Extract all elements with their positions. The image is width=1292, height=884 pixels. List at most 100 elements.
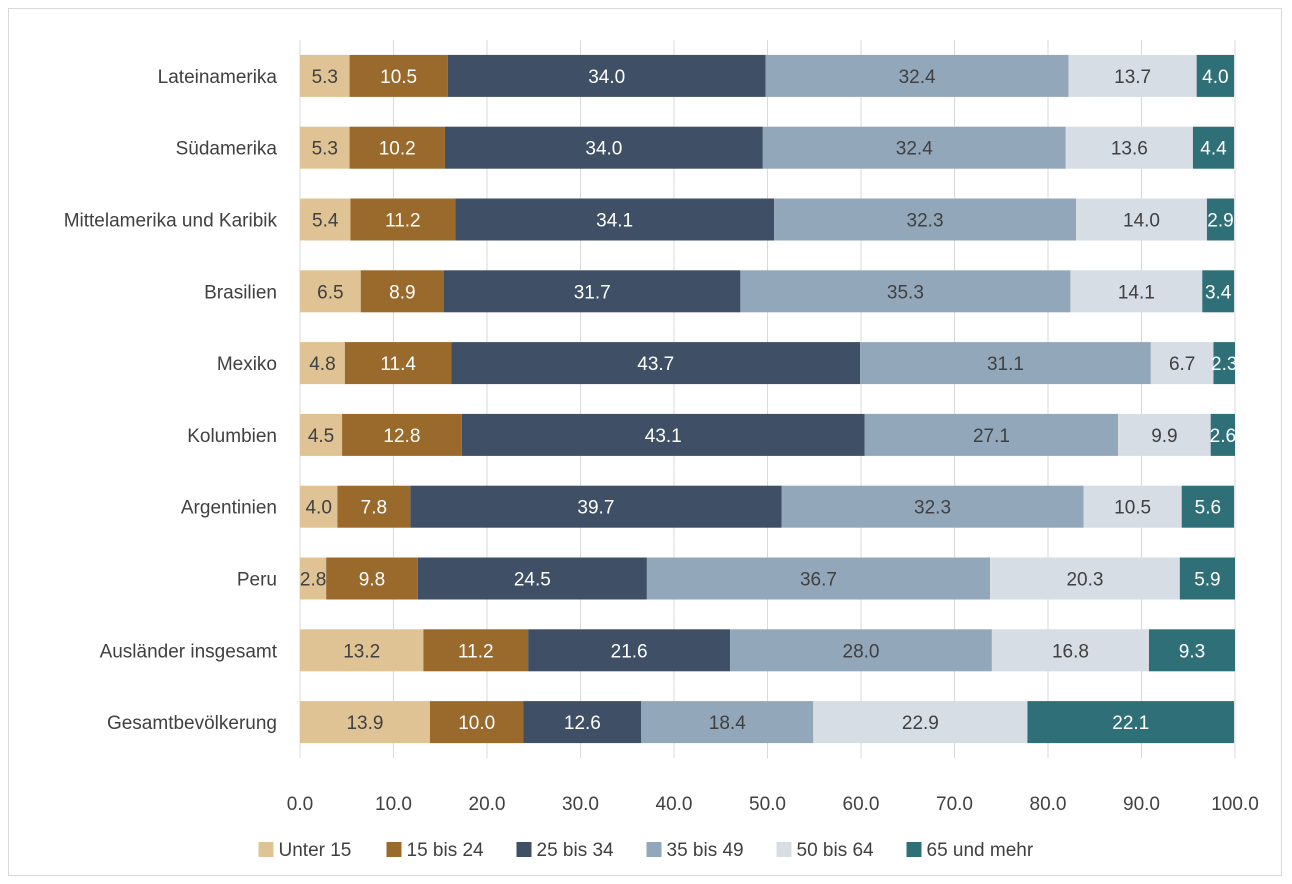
data-label: 5.3	[312, 67, 338, 88]
category-label: Gesamtbevölkerung	[107, 713, 277, 734]
data-label: 5.6	[1195, 498, 1221, 519]
category-label: Brasilien	[204, 282, 277, 303]
data-label: 16.8	[1052, 641, 1089, 662]
bar-segment	[1076, 198, 1207, 241]
data-label: 6.5	[317, 282, 343, 303]
bar-segment	[349, 126, 445, 169]
data-label: 28.0	[843, 641, 880, 662]
bar-segment	[410, 485, 782, 528]
legend: Unter 15 15 bis 24 25 bis 34 35 bis 49 50 bi…	[258, 840, 1034, 861]
data-label: 9.9	[1151, 426, 1177, 447]
data-label: 2.8	[300, 570, 326, 591]
data-label: 20.3	[1066, 570, 1103, 591]
data-label: 31.7	[574, 282, 611, 303]
bar-segment	[1068, 54, 1197, 97]
category-labels: Lateinamerika Südamerika Mittelamerika und…	[64, 67, 278, 734]
data-label: 4.0	[1202, 67, 1228, 88]
bar-segment	[1148, 629, 1235, 672]
data-label: 14.1	[1118, 282, 1155, 303]
bar-segment	[1213, 342, 1235, 385]
bar-segment	[337, 485, 411, 528]
bar-segment	[326, 557, 418, 600]
bar-segment	[300, 270, 361, 313]
data-label: 18.4	[709, 713, 746, 734]
x-tick-label: 50.0	[749, 794, 786, 815]
bar-segment	[451, 342, 861, 385]
bar-segment	[1118, 413, 1211, 456]
data-label: 8.9	[389, 282, 415, 303]
bar-segment	[461, 413, 865, 456]
bar-segment	[360, 270, 444, 313]
x-tick-label: 70.0	[936, 794, 973, 815]
data-label: 21.6	[611, 641, 648, 662]
bar-segment	[342, 413, 462, 456]
bar-segment	[1070, 270, 1203, 313]
data-label: 9.3	[1179, 641, 1205, 662]
bar-segment	[730, 629, 992, 672]
bar-segment	[300, 557, 327, 600]
data-label: 22.1	[1112, 713, 1149, 734]
bar-segment	[444, 126, 763, 169]
data-label: 10.2	[379, 139, 416, 160]
legend-label: 50 bis 64	[797, 840, 875, 861]
data-label: 3.4	[1205, 282, 1232, 303]
bar-segment	[1196, 54, 1235, 97]
bar-segment	[350, 198, 456, 241]
legend-swatch	[776, 842, 792, 857]
bar-segment	[417, 557, 647, 600]
x-tick-label: 40.0	[656, 794, 693, 815]
data-label: 9.8	[359, 570, 385, 591]
bar-segment	[991, 629, 1149, 672]
data-label: 5.9	[1194, 570, 1220, 591]
bar-segment	[762, 126, 1066, 169]
data-label: 4.0	[305, 498, 331, 519]
legend-label: 15 bis 24	[407, 840, 485, 861]
data-label: 32.4	[899, 67, 936, 88]
category-label: Mittelamerika und Karibik	[64, 211, 278, 232]
bar-segment	[765, 54, 1069, 97]
data-label: 14.0	[1123, 211, 1160, 232]
data-label: 32.3	[914, 498, 951, 519]
bar-segment	[344, 342, 452, 385]
category-label: Mexiko	[217, 354, 277, 375]
bars-layer: 5.3 10.5 34.0 32.4 13.7 4.0 5.3 10.2 34.0 32.4 13.…	[300, 54, 1237, 744]
x-tick-label: 0.0	[287, 794, 313, 815]
data-label: 5.4	[312, 211, 339, 232]
bar-segment	[1027, 701, 1235, 744]
bar-segment	[781, 485, 1084, 528]
bar-segment	[1206, 198, 1235, 241]
bar-segment	[443, 270, 741, 313]
category-label: Lateinamerika	[158, 67, 278, 88]
data-label: 43.7	[637, 354, 674, 375]
legend-swatch	[646, 842, 662, 857]
bar-segment	[860, 342, 1151, 385]
legend-label: Unter 15	[279, 840, 352, 861]
data-label: 35.3	[887, 282, 924, 303]
category-label: Kolumbien	[187, 426, 277, 447]
bar-segment	[774, 198, 1077, 241]
data-label: 2.3	[1211, 354, 1237, 375]
x-tick-label: 100.0	[1211, 794, 1259, 815]
data-label: 13.7	[1114, 67, 1151, 88]
category-label: Ausländer insgesamt	[100, 641, 278, 662]
bar-segment	[1192, 126, 1235, 169]
bar-segment	[300, 126, 350, 169]
data-label: 34.1	[596, 211, 633, 232]
bar-segment	[1179, 557, 1235, 600]
bar-segment	[990, 557, 1180, 600]
legend-swatch	[258, 842, 274, 857]
category-label: Peru	[237, 570, 277, 591]
data-label: 12.8	[383, 426, 420, 447]
data-label: 13.9	[346, 713, 383, 734]
x-axis-tick-labels: 0.0 10.0 20.0 30.0 40.0 50.0 60.0 70.0 80.0 90.0 1…	[287, 794, 1259, 815]
bar-segment	[1083, 485, 1182, 528]
data-label: 11.4	[380, 354, 416, 375]
bar-segment	[813, 701, 1028, 744]
data-label: 4.5	[308, 426, 334, 447]
data-label: 32.4	[896, 139, 933, 160]
bar-segment	[641, 701, 814, 744]
bar-segment	[864, 413, 1119, 456]
x-tick-label: 20.0	[469, 794, 506, 815]
bar-segment	[523, 701, 642, 744]
